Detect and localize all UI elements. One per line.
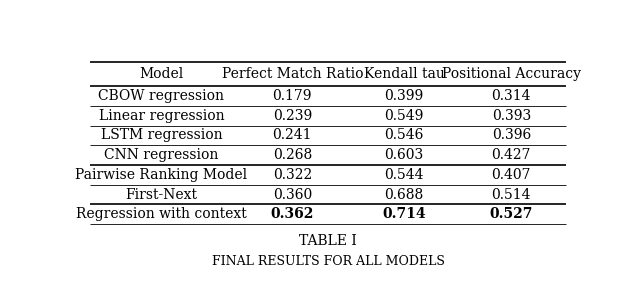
Text: 0.393: 0.393	[492, 109, 531, 123]
Text: FINAL RESULTS FOR ALL MODELS: FINAL RESULTS FOR ALL MODELS	[212, 255, 444, 268]
Text: 0.714: 0.714	[382, 207, 426, 221]
Text: 0.688: 0.688	[385, 188, 424, 202]
Text: Pairwise Ranking Model: Pairwise Ranking Model	[76, 168, 248, 182]
Text: 0.407: 0.407	[492, 168, 531, 182]
Text: Regression with context: Regression with context	[76, 207, 246, 221]
Text: Perfect Match Ratio: Perfect Match Ratio	[221, 67, 363, 81]
Text: 0.603: 0.603	[385, 148, 424, 162]
Text: 0.527: 0.527	[490, 207, 533, 221]
Text: Model: Model	[140, 67, 184, 81]
Text: CNN regression: CNN regression	[104, 148, 218, 162]
Text: 0.544: 0.544	[385, 168, 424, 182]
Text: 0.268: 0.268	[273, 148, 312, 162]
Text: 0.362: 0.362	[271, 207, 314, 221]
Text: Linear regression: Linear regression	[99, 109, 224, 123]
Text: 0.546: 0.546	[385, 128, 424, 143]
Text: First-Next: First-Next	[125, 188, 197, 202]
Text: 0.322: 0.322	[273, 168, 312, 182]
Text: 0.360: 0.360	[273, 188, 312, 202]
Text: 0.179: 0.179	[273, 89, 312, 103]
Text: 0.399: 0.399	[385, 89, 424, 103]
Text: Positional Accuracy: Positional Accuracy	[442, 67, 581, 81]
Text: TABLE I: TABLE I	[299, 234, 357, 248]
Text: 0.314: 0.314	[492, 89, 531, 103]
Text: 0.427: 0.427	[492, 148, 531, 162]
Text: LSTM regression: LSTM regression	[100, 128, 222, 143]
Text: 0.549: 0.549	[385, 109, 424, 123]
Text: 0.239: 0.239	[273, 109, 312, 123]
Text: CBOW regression: CBOW regression	[99, 89, 225, 103]
Text: 0.396: 0.396	[492, 128, 531, 143]
Text: 0.241: 0.241	[273, 128, 312, 143]
Text: Kendall tau: Kendall tau	[364, 67, 445, 81]
Text: 0.514: 0.514	[492, 188, 531, 202]
